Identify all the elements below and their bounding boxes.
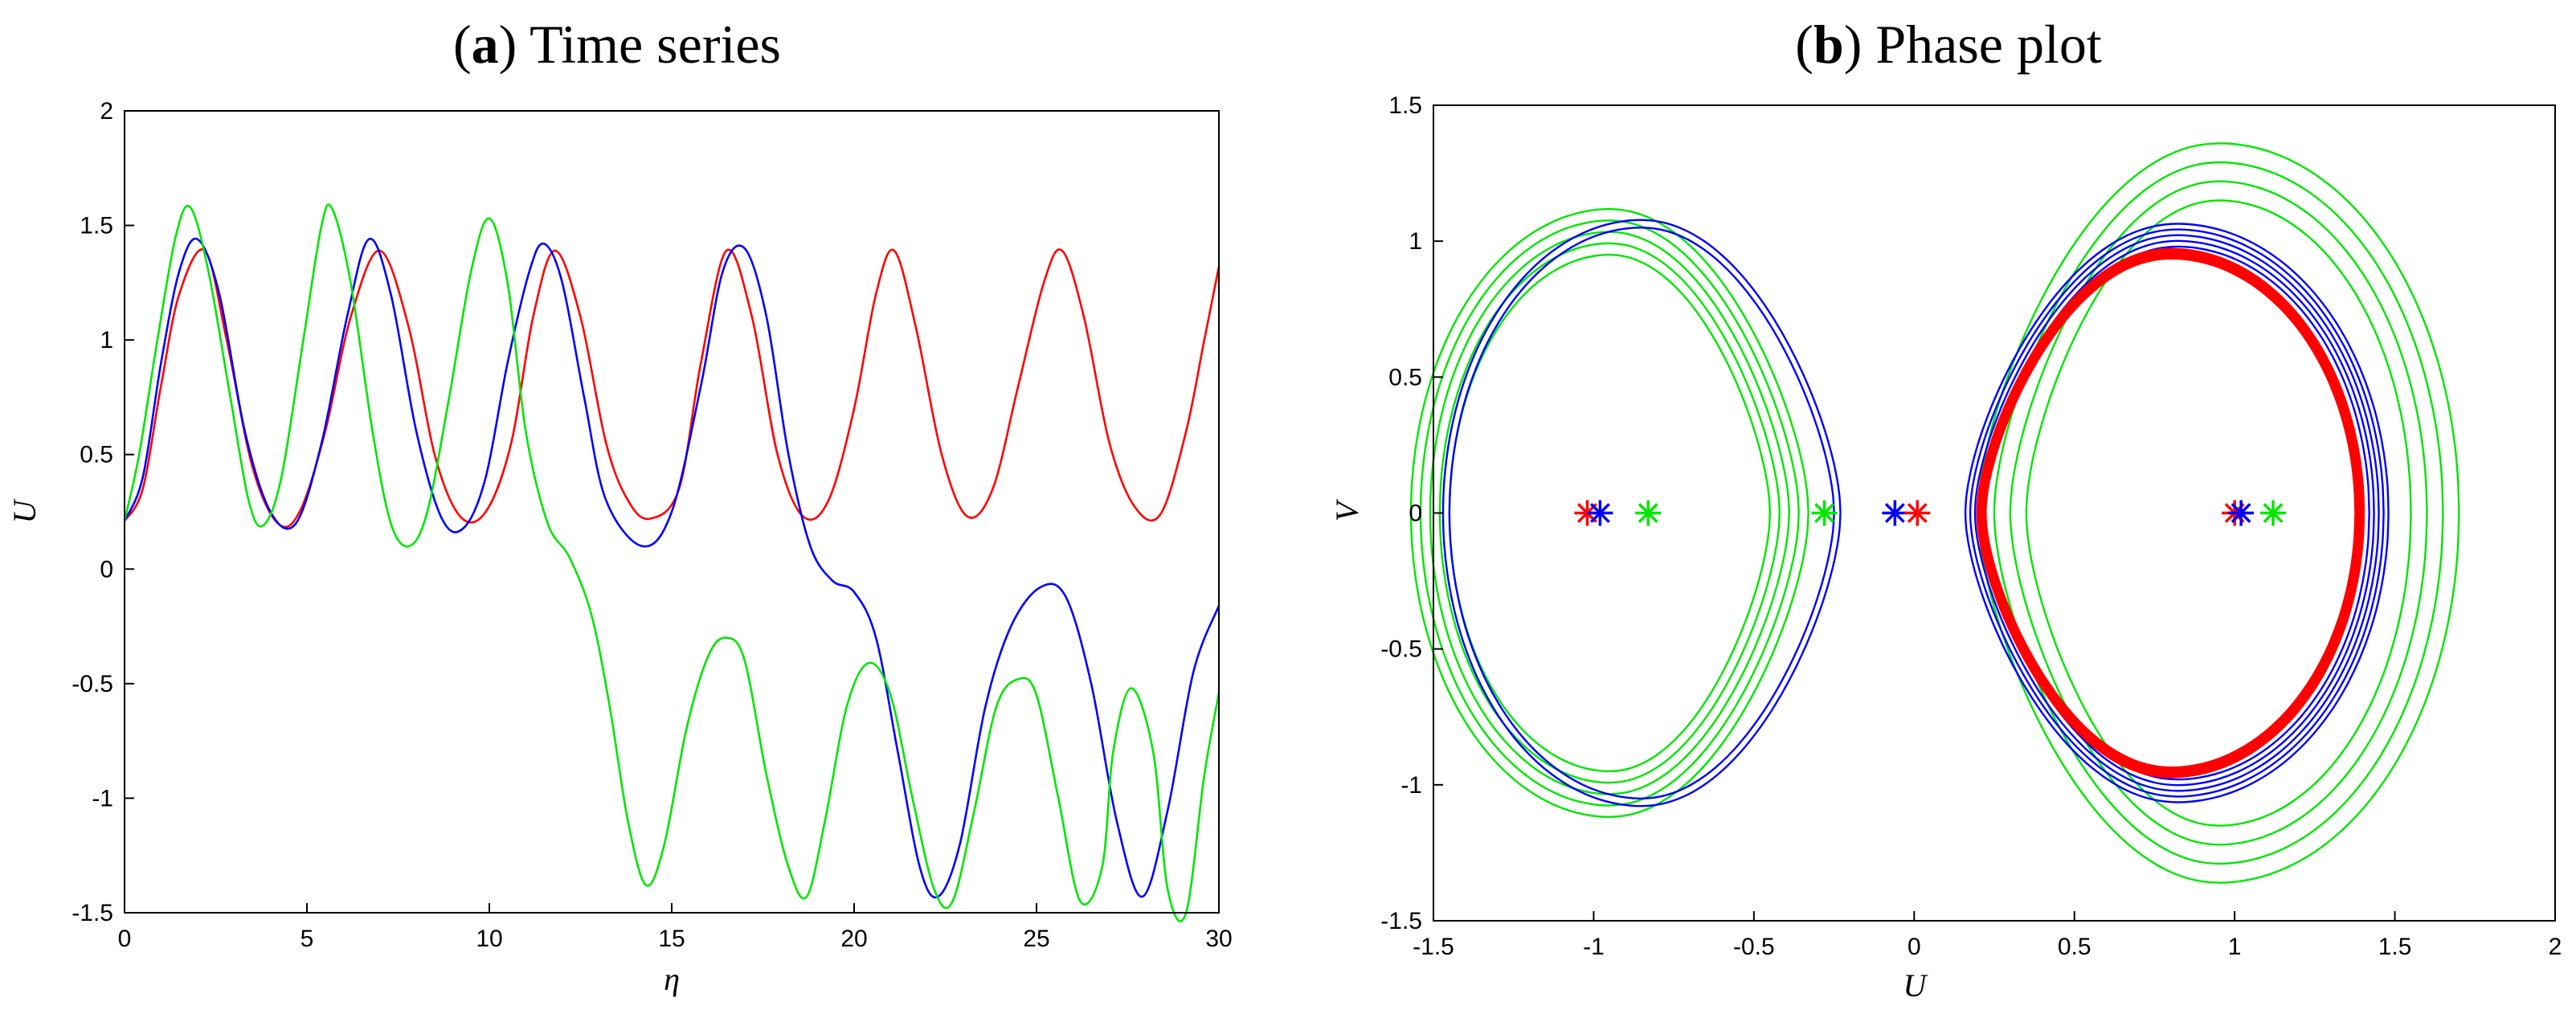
panel-a-x-ticks: 0 5 10 15 20 25 30	[118, 903, 1233, 952]
marker-stroke	[2230, 503, 2251, 523]
panel-phase-plot: (b) Phase plot -1.5 -1 -0.5 0 0.5 1 1.5 2 -1.5-…	[1329, 14, 2562, 1004]
panel-b-orbit	[1419, 219, 1800, 807]
panel-b-y-tick-label: 0.5	[1388, 364, 1422, 390]
panel-b-x-tick-label: 0.5	[2058, 934, 2091, 960]
panel-b-letter: b	[1813, 14, 1844, 75]
panel-b-orbit	[1964, 223, 2390, 803]
panel-b-orbit	[1448, 227, 1835, 800]
marker-stroke	[1884, 503, 1905, 523]
panel-a-series-line	[123, 248, 1221, 529]
panel-a-title: (a) Time series	[453, 14, 781, 75]
panel-b-equilibrium-marker	[1904, 500, 1931, 526]
panel-a-y-label: U	[6, 497, 43, 523]
panel-a-y-ticks: -1.5 -1 -0.5 0 0.5 1 1.5 2	[72, 98, 134, 926]
panel-b-orbit	[1969, 228, 2385, 798]
panel-b-title-text: Phase plot	[1875, 14, 2102, 75]
panel-b-equilibrium-marker	[2260, 500, 2287, 526]
panel-b-orbit	[1977, 142, 2460, 884]
panel-a-y-tick-label: 2	[100, 98, 113, 125]
panel-b-title: (b) Phase plot	[1795, 14, 2102, 75]
panel-b-y-label: V	[1329, 498, 1365, 521]
panel-b-y-tick-label: 1.5	[1388, 92, 1422, 119]
panel-b-orbit	[1983, 245, 2370, 781]
panel-b-equilibrium-marker	[1635, 500, 1662, 526]
panel-b-x-tick-label: -1	[1583, 934, 1605, 960]
panel-a-series-line	[123, 237, 1221, 899]
panel-a-plot-area	[123, 203, 1221, 922]
panel-b-y-tick-label: 1	[1409, 228, 1422, 255]
panel-a-y-tick-label: 0	[100, 556, 113, 583]
panel-b-x-tick-label: 2	[2549, 934, 2562, 960]
panel-a-y-tick-label: 0.5	[80, 442, 113, 468]
panel-a-y-tick-label: -1	[92, 785, 113, 811]
panel-b-plot-area	[1409, 142, 2460, 884]
panel-b-y-tick-label: -0.5	[1380, 636, 1422, 663]
marker-stroke	[1814, 503, 1835, 523]
panel-b-equilibrium-marker	[1811, 500, 1838, 526]
panel-b-x-label: U	[1903, 967, 1929, 1004]
panel-a-x-tick-label: 25	[1023, 926, 1049, 952]
panel-b-x-tick-label: -1.5	[1413, 934, 1454, 960]
marker-stroke	[2263, 503, 2284, 523]
panel-b-orbit	[1409, 207, 1809, 819]
panel-b-equilibrium-marker	[1882, 500, 1908, 526]
panel-b-orbit	[1978, 239, 2375, 787]
panel-a-x-tick-label: 15	[658, 926, 685, 952]
panel-a-title-text: Time series	[530, 14, 781, 75]
panel-b-x-ticks: -1.5 -1 -0.5 0 0.5 1 1.5 2	[1413, 911, 2562, 960]
panel-b-equilibrium-marker	[2228, 500, 2255, 526]
panel-a-series-line	[123, 203, 1221, 922]
panel-a-x-tick-label: 10	[476, 926, 502, 952]
panel-b-y-tick-label: -1.5	[1380, 908, 1422, 934]
panel-b-x-tick-label: -0.5	[1733, 934, 1775, 960]
panel-b-y-tick-label: -1	[1400, 772, 1422, 799]
panel-b-y-tick-label: 0	[1409, 501, 1422, 527]
panel-a-x-tick-label: 0	[118, 926, 132, 952]
marker-stroke	[1589, 503, 1610, 523]
panel-a-x-tick-label: 5	[301, 926, 314, 952]
marker-stroke	[1638, 503, 1658, 523]
panel-a-x-tick-label: 20	[840, 926, 867, 952]
panel-b-y-ticks: -1.5 -1 -0.5 0 0.5 1 1.5	[1380, 92, 1443, 934]
panel-time-series: (a) Time series 0 5 10 15 20 25 30 -1.5-1-0.50…	[6, 14, 1233, 997]
panel-b-x-tick-label: 0	[1907, 934, 1921, 960]
panel-a-y-tick-label: 1.5	[80, 213, 113, 239]
panel-b-orbit	[1973, 234, 2380, 792]
panel-b-orbit	[1993, 161, 2444, 865]
panel-b-orbit	[1429, 231, 1790, 795]
panel-b-x-tick-label: 1.5	[2378, 934, 2412, 960]
panel-a-y-tick-label: -0.5	[72, 671, 113, 697]
marker-stroke	[1907, 503, 1928, 523]
panel-b-orbit	[2025, 199, 2412, 827]
panel-a-y-tick-label: -1.5	[72, 900, 113, 926]
panel-b-equilibrium-marker	[1587, 500, 1613, 526]
panel-a-letter: a	[472, 14, 499, 75]
panel-b-x-tick-label: 1	[2228, 934, 2242, 960]
panel-b-orbit	[2009, 180, 2428, 846]
panel-a-y-tick-label: 1	[100, 327, 113, 354]
panel-a-x-label: η	[664, 961, 680, 997]
panel-b-orbit	[1976, 247, 2365, 779]
panel-a-x-tick-label: 30	[1205, 926, 1232, 952]
